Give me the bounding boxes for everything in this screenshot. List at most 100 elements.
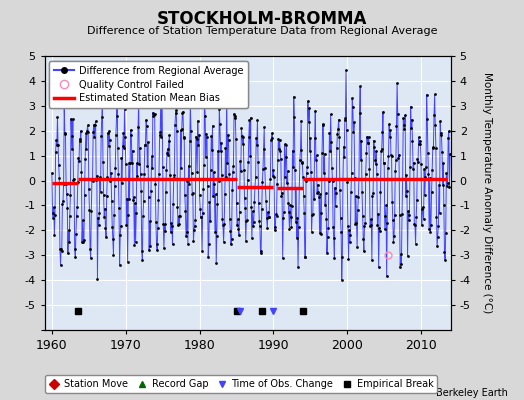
Point xyxy=(108,236,117,242)
Point xyxy=(187,127,195,134)
Point xyxy=(365,134,373,140)
Point xyxy=(383,219,391,226)
Point xyxy=(59,198,67,204)
Point xyxy=(92,177,101,183)
Point xyxy=(405,217,413,223)
Point xyxy=(103,193,111,200)
Point xyxy=(348,104,357,110)
Point xyxy=(189,238,198,244)
Point xyxy=(78,239,86,245)
Point xyxy=(176,213,184,220)
Point xyxy=(184,241,192,247)
Point xyxy=(96,188,105,195)
Point xyxy=(270,227,279,233)
Point xyxy=(210,181,219,188)
Point xyxy=(398,210,406,217)
Point xyxy=(288,203,296,209)
Point xyxy=(440,202,448,208)
Point xyxy=(62,181,70,187)
Point xyxy=(320,150,329,157)
Point xyxy=(261,184,270,191)
Point xyxy=(282,142,290,148)
Point xyxy=(245,134,253,140)
Point xyxy=(203,183,212,189)
Point xyxy=(436,132,445,138)
Point xyxy=(333,144,341,151)
Point xyxy=(259,146,268,152)
Point xyxy=(371,157,379,164)
Point xyxy=(171,110,180,116)
Point xyxy=(193,118,202,124)
Point xyxy=(196,206,204,212)
Point xyxy=(124,259,132,265)
Point xyxy=(265,214,274,220)
Point xyxy=(279,215,288,221)
Point xyxy=(49,214,57,221)
Point xyxy=(372,148,380,154)
Point xyxy=(421,192,429,198)
Point xyxy=(344,222,352,229)
Point xyxy=(69,116,77,122)
Point xyxy=(333,131,342,137)
Point xyxy=(338,254,346,260)
Point xyxy=(90,122,98,128)
Legend: Difference from Regional Average, Quality Control Failed, Estimated Station Mean: Difference from Regional Average, Qualit… xyxy=(49,61,248,108)
Point xyxy=(274,157,282,164)
Point xyxy=(403,253,412,260)
Point xyxy=(326,111,335,118)
Point xyxy=(278,189,286,196)
Point xyxy=(325,177,333,184)
Point xyxy=(188,170,196,176)
Point xyxy=(296,146,304,153)
Point xyxy=(177,165,185,171)
Point xyxy=(347,189,355,195)
Point xyxy=(350,119,358,126)
Point xyxy=(199,186,208,192)
Point xyxy=(181,208,190,215)
Point xyxy=(243,217,251,224)
Point xyxy=(58,248,66,254)
Point xyxy=(142,117,150,123)
Point xyxy=(387,152,395,158)
Point xyxy=(384,165,392,171)
Point xyxy=(143,163,151,169)
Point xyxy=(189,190,197,196)
Point xyxy=(133,160,141,166)
Point xyxy=(382,202,390,208)
Point xyxy=(322,216,331,223)
Point xyxy=(304,98,312,104)
Point xyxy=(62,191,71,197)
Point xyxy=(373,171,381,177)
Point xyxy=(351,174,359,181)
Point xyxy=(111,165,119,171)
Point xyxy=(288,148,297,154)
Point xyxy=(140,171,148,178)
Point xyxy=(99,159,107,166)
Point xyxy=(291,219,300,225)
Point xyxy=(362,150,370,156)
Point xyxy=(103,174,112,180)
Point xyxy=(284,200,292,206)
Point xyxy=(127,131,136,138)
Point xyxy=(391,157,400,164)
Point xyxy=(422,92,431,98)
Point xyxy=(57,246,66,252)
Point xyxy=(200,162,208,168)
Point xyxy=(375,225,384,231)
Point xyxy=(174,213,183,220)
Point xyxy=(431,122,440,128)
Text: Berkeley Earth: Berkeley Earth xyxy=(436,388,508,398)
Point xyxy=(363,139,372,146)
Point xyxy=(241,195,249,201)
Point xyxy=(234,216,242,222)
Point xyxy=(398,176,407,182)
Point xyxy=(349,129,357,135)
Point xyxy=(71,246,79,253)
Point xyxy=(200,94,209,100)
Point xyxy=(185,138,194,144)
Point xyxy=(116,232,124,238)
Point xyxy=(255,200,263,206)
Point xyxy=(400,126,409,132)
Point xyxy=(203,134,211,140)
Point xyxy=(416,138,424,144)
